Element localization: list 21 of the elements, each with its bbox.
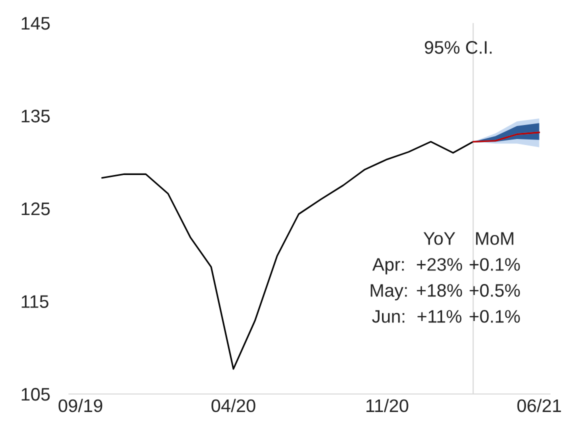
annotation: +0.1%: [470, 310, 520, 323]
x-tick-label: 11/20: [366, 398, 408, 412]
annotation: Apr:: [372, 258, 404, 274]
annotation: YoY: [424, 232, 456, 245]
annotation: +0.5%: [470, 284, 520, 297]
y-tick-label: 145: [22, 17, 50, 30]
y-tick-label: 105: [22, 388, 50, 401]
annotation: +0.1%: [470, 258, 520, 271]
x-tick-label: 09/19: [58, 398, 102, 412]
annotation: +23%: [416, 258, 462, 271]
annotation: Jun:: [372, 310, 404, 323]
annotation: May:: [370, 284, 407, 300]
annotation: +18%: [416, 284, 462, 297]
annotation: 95% C.I.: [424, 41, 492, 54]
y-tick-label: 115: [22, 295, 48, 308]
x-tick-label: 06/21: [517, 398, 561, 412]
annotation: +11%: [418, 310, 462, 323]
x-tick-label: 04/20: [212, 398, 256, 412]
y-tick-label: 135: [22, 110, 50, 122]
annotation: MoM: [476, 232, 514, 245]
y-tick-label: 125: [22, 202, 50, 216]
